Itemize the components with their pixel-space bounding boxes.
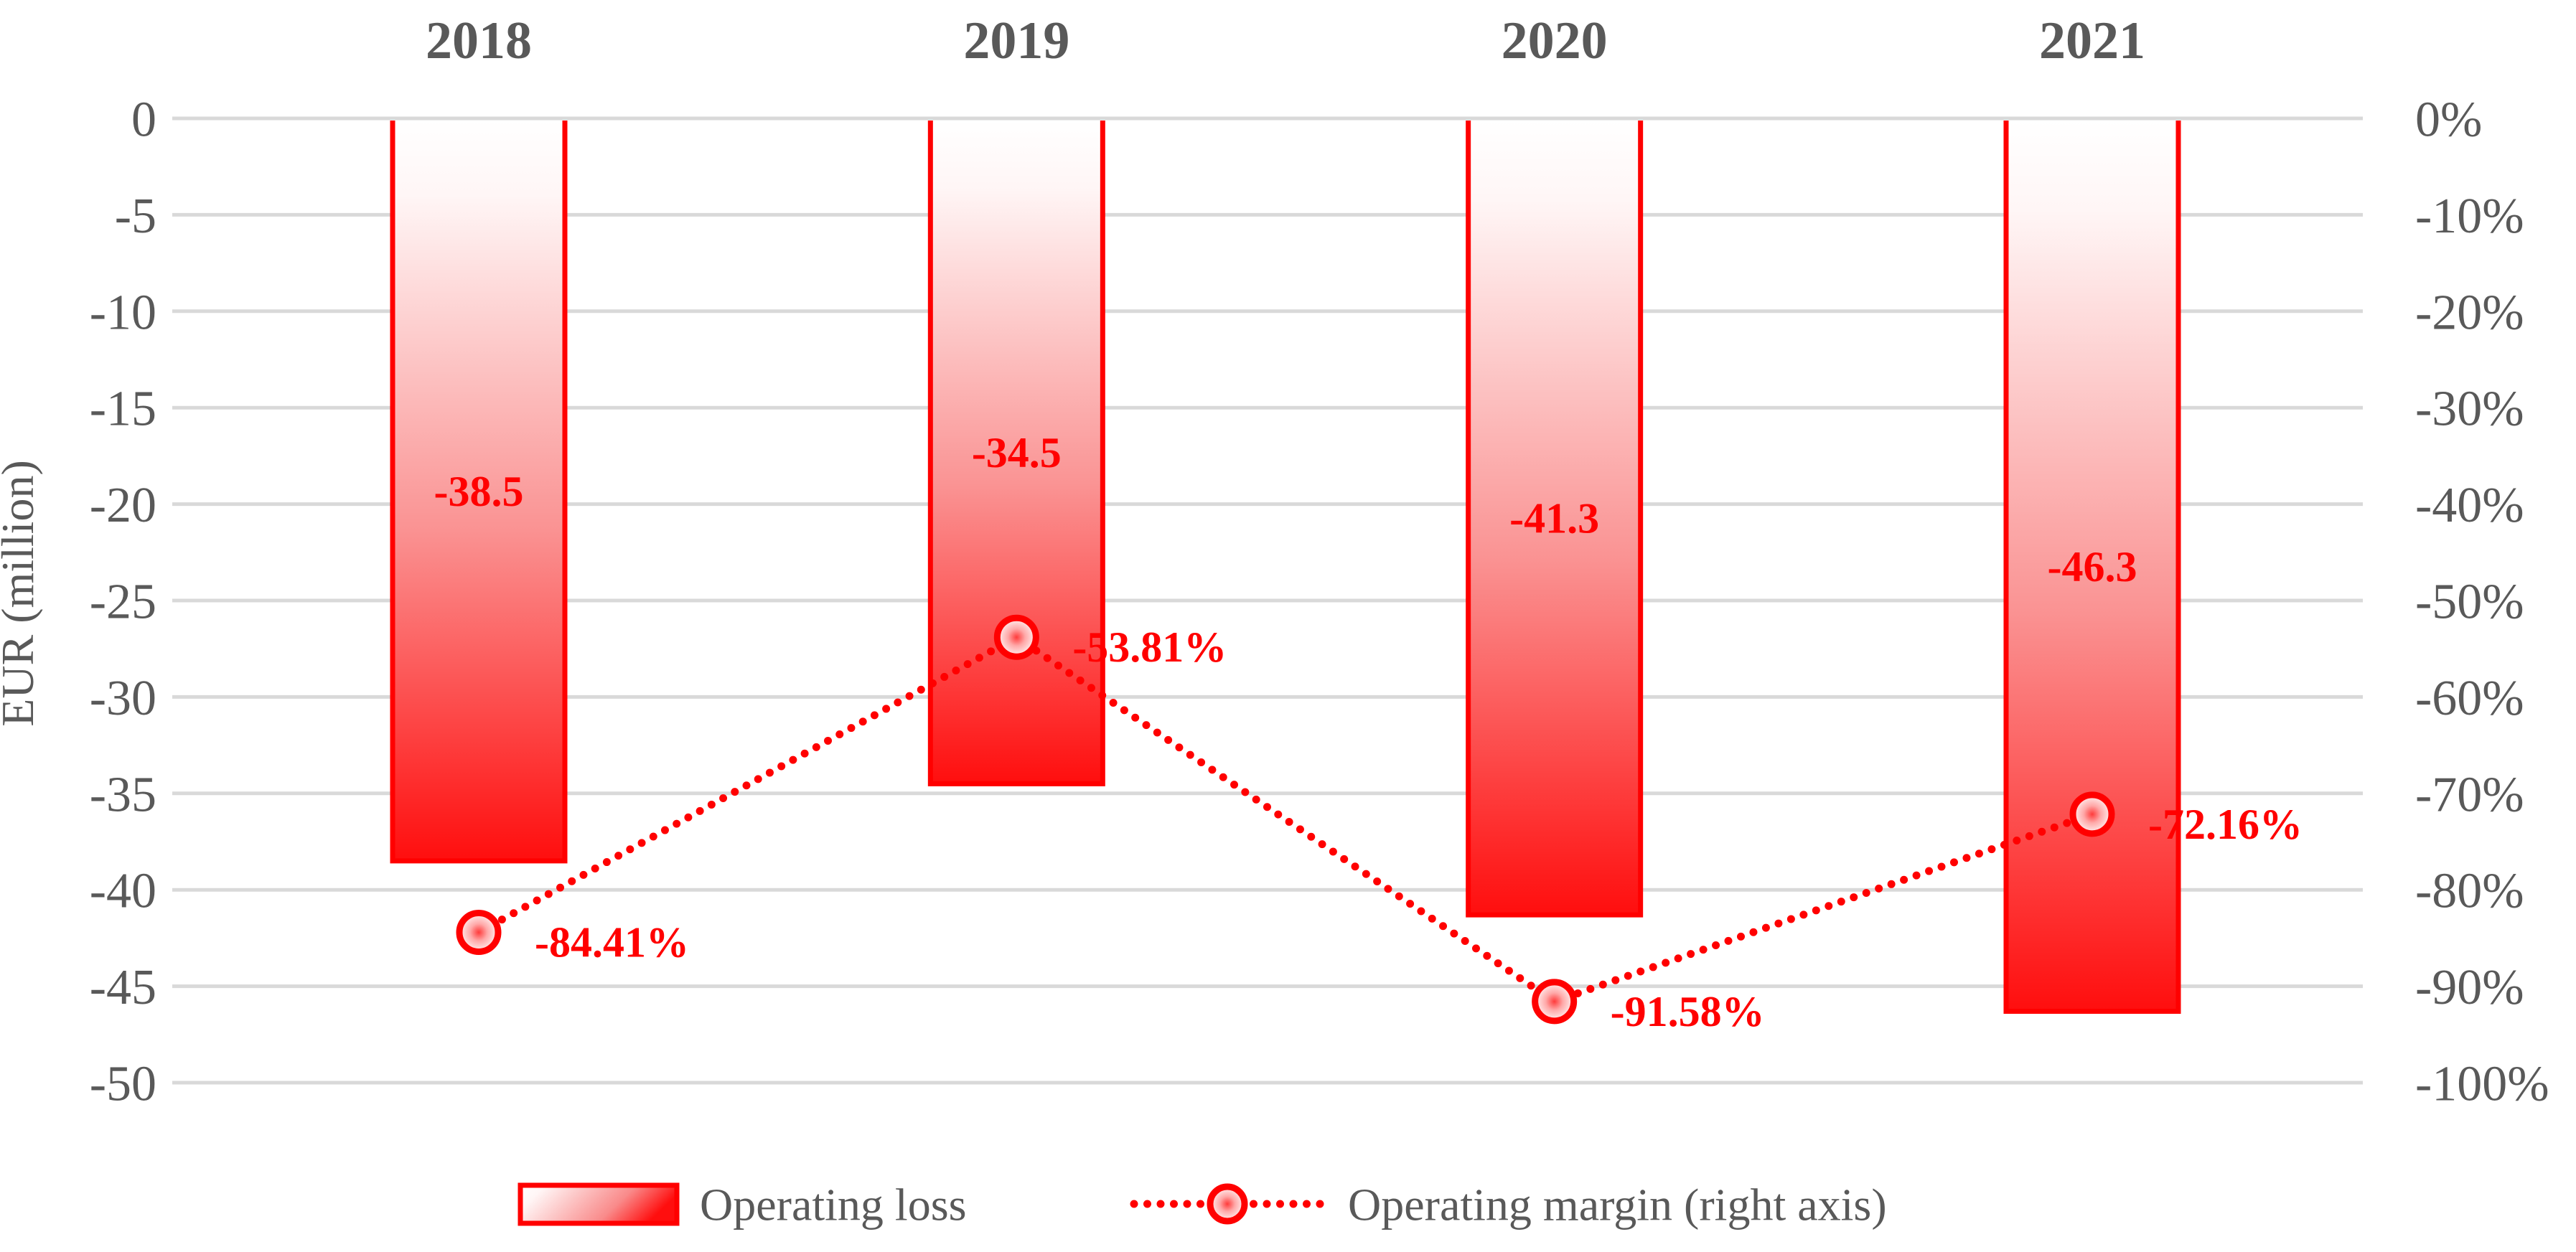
legend-label-operating-margin: Operating margin (right axis) (1348, 1179, 1887, 1230)
left-axis-tick-label: -5 (115, 189, 156, 244)
legend-marker-operating-margin-icon (1207, 1183, 1248, 1225)
left-axis-tick-label: -30 (90, 671, 156, 726)
right-axis-tick-label: -70% (2415, 767, 2524, 822)
left-axis-tick-label: -10 (90, 285, 156, 340)
operating-margin-marker (2069, 791, 2115, 837)
plot-area: 0 0% -5 -10% -10 -20% -15 -30% -20 -40% -25 -50% -30… (90, 11, 2549, 1112)
bar-outline (1466, 121, 1644, 918)
margin-value-label: -84.41% (535, 918, 689, 966)
right-axis-tick-label: -20% (2415, 285, 2524, 340)
legend-swatch-operating-loss (517, 1182, 680, 1226)
right-axis-tick-label: 0% (2415, 93, 2482, 148)
left-axis-tick-label: -35 (90, 767, 156, 822)
bar-value-label: -38.5 (434, 468, 524, 515)
bar-operating-loss (930, 121, 1103, 784)
left-axis-tick-label: -25 (90, 575, 156, 630)
margin-value-label: -91.58% (1611, 988, 1765, 1035)
operating-margin-marker (1532, 979, 1578, 1025)
bar-outline (927, 121, 1105, 786)
category-label: 2019 (963, 11, 1069, 70)
left-axis-title: EUR (million) (0, 460, 43, 727)
left-axis-tick-label: -50 (90, 1057, 156, 1112)
right-axis-tick-label: -100% (2415, 1057, 2549, 1112)
bar-value-label: -41.3 (1509, 495, 1599, 542)
bar-outline (2003, 121, 2181, 1015)
legend-label-operating-loss: Operating loss (700, 1179, 967, 1230)
operating-margin-marker (993, 614, 1039, 660)
bar-value-label: -46.3 (2047, 543, 2137, 590)
right-axis-tick-label: -80% (2415, 864, 2524, 919)
bar-value-label: -34.5 (972, 429, 1062, 476)
category-label: 2020 (1502, 11, 1608, 70)
left-axis-tick-label: 0 (131, 93, 156, 148)
left-axis-tick-label: -40 (90, 864, 156, 919)
right-axis-tick-label: -90% (2415, 960, 2524, 1015)
right-axis-tick-label: -50% (2415, 575, 2524, 630)
right-axis-tick-label: -30% (2415, 382, 2524, 437)
operating-margin-line (474, 632, 2097, 1006)
bar-operating-loss (393, 121, 565, 861)
bar-outline (390, 121, 568, 864)
left-axis-tick-label: -20 (90, 478, 156, 533)
bar-operating-loss (2005, 121, 2178, 1012)
category-label: 2018 (426, 11, 532, 70)
right-axis-tick-label: -60% (2415, 671, 2524, 726)
operating-margin-marker (456, 909, 502, 955)
right-axis-tick-label: -40% (2415, 478, 2524, 533)
left-axis-tick-label: -15 (90, 382, 156, 437)
legend: Operating loss Operating margin (right a… (517, 1179, 1887, 1230)
margin-value-label: -72.16% (2148, 801, 2303, 848)
left-axis-tick-label: -45 (90, 960, 156, 1015)
bar-operating-loss (1468, 121, 1641, 916)
category-label: 2021 (2039, 11, 2145, 70)
right-axis-tick-label: -10% (2415, 189, 2524, 244)
margin-value-label: -53.81% (1072, 623, 1227, 671)
